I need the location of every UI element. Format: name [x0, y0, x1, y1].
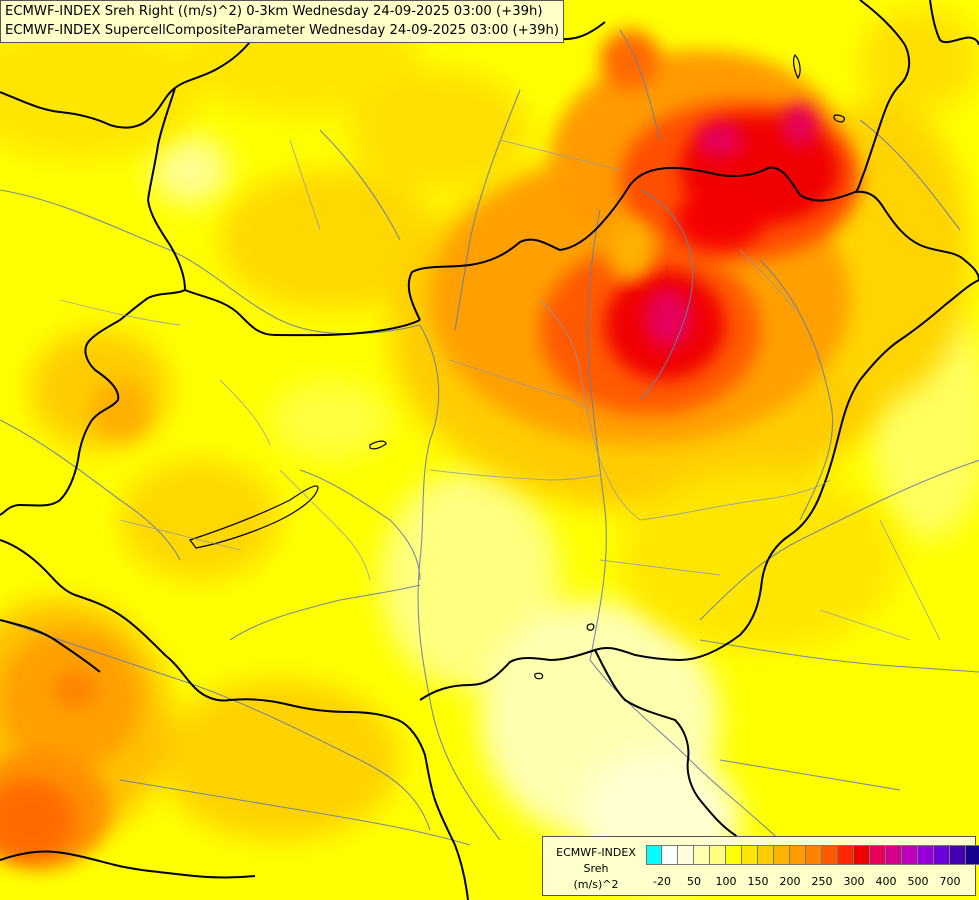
regional-borders — [59, 139, 941, 641]
legend-unit: (m/s)^2 — [573, 878, 619, 891]
legend-title: ECMWF-INDEX — [556, 846, 636, 859]
legend-swatch — [710, 845, 726, 865]
title-line-1: ECMWF-INDEX Sreh Right ((m/s)^2) 0-3km W… — [5, 4, 543, 19]
title-line-2: ECMWF-INDEX SupercellCompositeParameter … — [5, 23, 560, 38]
legend-swatch — [854, 845, 870, 865]
legend-swatch — [662, 845, 678, 865]
lake-balaton — [189, 485, 319, 549]
legend-ticks: -20 50 100 150 200 250 300 400 500 700 — [646, 875, 976, 889]
legend-tick-label: 700 — [939, 875, 961, 888]
legend-tick-label: -20 — [653, 875, 671, 888]
legend-swatch — [950, 845, 966, 865]
legend-tick-label: 250 — [811, 875, 833, 888]
legend-swatch — [678, 845, 694, 865]
legend-tick-label: 100 — [715, 875, 737, 888]
legend-tick-label: 200 — [779, 875, 801, 888]
legend-swatch — [806, 845, 822, 865]
legend-swatch — [742, 845, 758, 865]
legend-tick-label: 400 — [875, 875, 897, 888]
legend-tick-label: 50 — [687, 875, 701, 888]
legend-swatch — [838, 845, 854, 865]
color-legend: ECMWF-INDEX Sreh (m/s)^2 -20 50 100 150 200 2… — [542, 836, 979, 896]
legend-tick-label: 500 — [907, 875, 929, 888]
legend-tick-label: 300 — [843, 875, 865, 888]
legend-swatch — [886, 845, 902, 865]
legend-swatch — [934, 845, 950, 865]
legend-swatch — [774, 845, 790, 865]
legend-swatch — [918, 845, 934, 865]
legend-swatch — [646, 845, 662, 865]
legend-swatch — [694, 845, 710, 865]
legend-variable: Sreh — [583, 862, 609, 875]
legend-tick-label: 150 — [747, 875, 769, 888]
legend-swatch — [790, 845, 806, 865]
legend-swatch — [902, 845, 918, 865]
legend-swatch — [870, 845, 886, 865]
legend-swatch — [822, 845, 838, 865]
map-title: ECMWF-INDEX Sreh Right ((m/s)^2) 0-3km W… — [0, 0, 565, 43]
lakes — [189, 54, 846, 680]
legend-swatch — [966, 845, 979, 865]
legend-swatch — [726, 845, 742, 865]
legend-swatch — [758, 845, 774, 865]
legend-color-bar — [646, 845, 979, 865]
